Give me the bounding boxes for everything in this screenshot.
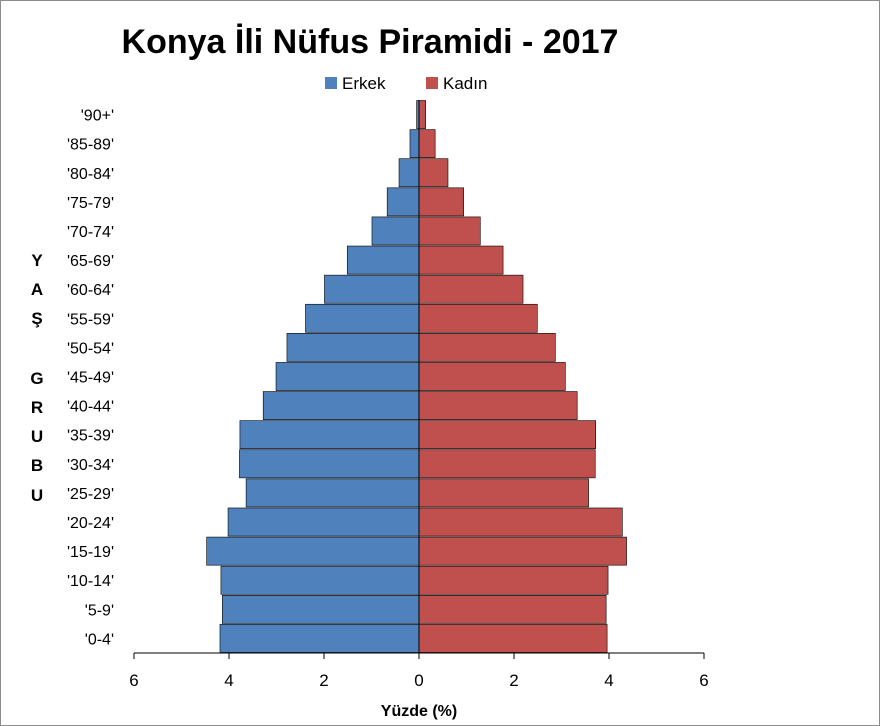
bar-kadin-13	[418, 245, 504, 275]
category-label: '15-19'	[67, 544, 114, 561]
bar-erkek-3	[206, 536, 420, 566]
bar-erkek-6	[239, 449, 420, 479]
category-labels: '0-4' '5-9' '10-14' '15-19' '20-24' '25-29' '3…	[67, 108, 114, 649]
category-label: '50-54'	[67, 340, 114, 357]
bar-kadin-1	[418, 594, 607, 624]
bar-kadin-4	[418, 507, 623, 537]
bar-erkek-1	[222, 594, 420, 624]
bar-erkek-0	[219, 624, 420, 653]
bar-kadin-10	[418, 333, 556, 362]
bar-kadin-18	[418, 100, 426, 129]
category-label: '35-39'	[67, 428, 114, 445]
category-label: '10-14'	[67, 573, 114, 590]
bar-kadin-0	[418, 624, 608, 653]
bar-erkek-12	[324, 274, 420, 304]
category-label: '60-64'	[67, 282, 114, 299]
bar-erkek-7	[239, 420, 420, 450]
y-axis-title-letter: Ş	[31, 309, 42, 328]
bar-kadin-17	[418, 129, 436, 159]
x-axis-title: Yüzde (%)	[381, 703, 457, 720]
bar-erkek-17	[409, 129, 420, 159]
legend: Erkek Kadın	[325, 74, 487, 93]
bar-kadin-7	[418, 420, 596, 450]
x-tick-label: 2	[319, 671, 328, 690]
legend-label-erkek: Erkek	[342, 74, 386, 93]
x-tick-label: 0	[414, 671, 423, 690]
y-axis-title-letter: A	[31, 280, 43, 299]
bar-kadin-2	[418, 565, 609, 595]
bar-kadin-8	[418, 391, 578, 420]
category-label: '80-84'	[67, 166, 114, 183]
category-label: '55-59'	[67, 311, 114, 328]
category-label: '5-9'	[85, 602, 114, 619]
category-label: '30-34'	[67, 457, 114, 474]
bar-kadin-3	[418, 536, 627, 566]
category-label: '0-4'	[85, 631, 114, 648]
x-axis: 6 4 2 0 2 4 6	[129, 100, 709, 690]
category-label: '45-49'	[67, 370, 114, 387]
x-tick-label: 4	[604, 671, 613, 690]
bar-erkek-4	[227, 507, 420, 537]
bar-kadin-15	[418, 187, 464, 217]
category-label: '75-79'	[67, 195, 114, 212]
x-tick-label: 6	[129, 671, 138, 690]
category-label: '90+'	[81, 108, 114, 125]
x-tick-label: 2	[509, 671, 518, 690]
bar-erkek-8	[262, 391, 420, 420]
bar-kadin-16	[418, 158, 449, 188]
y-axis-title-letter: Y	[31, 251, 43, 270]
bar-erkek-15	[386, 187, 420, 217]
bar-kadin-5	[418, 478, 589, 508]
bars	[206, 100, 627, 653]
category-label: '40-44'	[67, 399, 114, 416]
y-axis-title-letter: B	[31, 456, 43, 475]
category-label: '85-89'	[67, 137, 114, 154]
legend-swatch-kadin	[426, 77, 438, 89]
category-label: '70-74'	[67, 224, 114, 241]
bar-erkek-11	[305, 303, 420, 333]
y-axis-title-letter: R	[31, 398, 43, 417]
bar-erkek-10	[286, 333, 420, 362]
y-axis-title-letter: U	[31, 486, 43, 505]
x-tick-label: 6	[699, 671, 708, 690]
category-label: '65-69'	[67, 253, 114, 270]
bar-erkek-14	[371, 216, 420, 246]
bar-erkek-13	[346, 245, 420, 275]
bar-erkek-5	[245, 478, 420, 508]
category-label: '20-24'	[67, 515, 114, 532]
legend-swatch-erkek	[325, 77, 337, 89]
bar-kadin-6	[418, 449, 596, 479]
chart-title: Konya İli Nüfus Piramidi - 2017	[122, 23, 619, 61]
legend-label-kadin: Kadın	[443, 74, 487, 93]
bar-kadin-12	[418, 274, 524, 304]
bar-erkek-16	[398, 158, 420, 188]
x-tick-label: 4	[224, 671, 233, 690]
bar-kadin-9	[418, 362, 566, 391]
bar-erkek-9	[275, 362, 420, 391]
y-axis-title-letter: U	[31, 427, 43, 446]
bar-erkek-2	[220, 565, 420, 595]
y-axis-title-letter: G	[30, 369, 43, 388]
bar-kadin-11	[418, 303, 538, 333]
bar-kadin-14	[418, 216, 481, 246]
category-label: '25-29'	[67, 486, 114, 503]
